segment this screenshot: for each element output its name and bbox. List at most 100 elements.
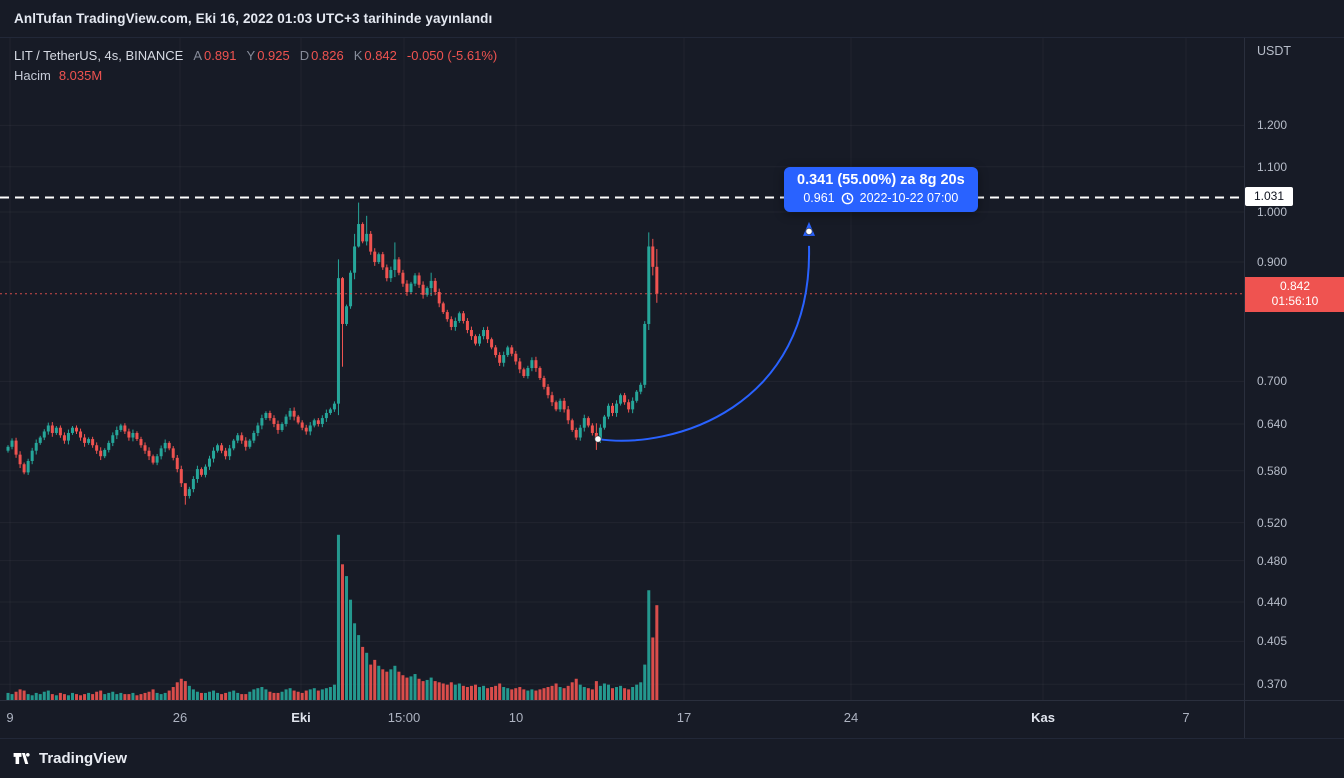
candle bbox=[324, 412, 328, 419]
volume-bar bbox=[70, 692, 74, 700]
candle bbox=[469, 330, 473, 337]
candle bbox=[494, 347, 498, 356]
volume-bar bbox=[558, 687, 562, 700]
volume-bar bbox=[526, 690, 530, 700]
candle bbox=[429, 280, 433, 289]
price-tick-label: 0.520 bbox=[1257, 515, 1288, 530]
candle bbox=[6, 446, 10, 451]
candle bbox=[655, 266, 659, 294]
tradingview-logo[interactable] bbox=[12, 749, 31, 768]
volume-bar bbox=[308, 689, 312, 700]
volume-bar bbox=[26, 694, 30, 700]
volume-bar bbox=[534, 690, 538, 700]
brand-name[interactable]: TradingView bbox=[39, 750, 128, 767]
volume-bar bbox=[590, 689, 594, 700]
candle bbox=[393, 259, 397, 271]
volume-bar bbox=[566, 685, 570, 700]
time-axis[interactable]: 9 26 Eki 15:00 10 17 24 Kas 7 bbox=[0, 700, 1344, 739]
candle bbox=[627, 402, 631, 410]
volume-bar bbox=[413, 674, 417, 700]
candle bbox=[486, 330, 490, 340]
candle bbox=[252, 432, 256, 441]
candle bbox=[284, 416, 288, 424]
volume-bar bbox=[377, 665, 381, 700]
candle bbox=[490, 339, 494, 348]
volume-bar bbox=[151, 689, 155, 700]
volume-label[interactable]: Hacim bbox=[14, 67, 51, 83]
price-axis[interactable]: USDT 1.031 0.842 01:56:10 1.200 1.100 1.00… bbox=[1244, 38, 1344, 738]
volume-bar bbox=[79, 695, 83, 700]
volume-bar bbox=[183, 681, 187, 700]
candle bbox=[212, 450, 216, 459]
candle bbox=[91, 439, 95, 446]
candle bbox=[147, 450, 151, 457]
candle bbox=[441, 303, 445, 313]
candle bbox=[280, 423, 284, 430]
volume-bar bbox=[397, 671, 401, 700]
low-key: D bbox=[299, 47, 310, 63]
time-tick-label: 10 bbox=[508, 710, 524, 725]
volume-bar bbox=[95, 691, 99, 700]
candle bbox=[195, 469, 199, 480]
alert-price-value: 1.031 bbox=[1254, 189, 1285, 204]
time-tick-label: Kas bbox=[1031, 710, 1055, 725]
volume-bar bbox=[6, 692, 10, 700]
projection-callout[interactable]: 0.341 (55.00%) za 8g 20s 0.961 2022-10-2… bbox=[784, 167, 978, 212]
candle bbox=[10, 440, 14, 447]
legend-row-volume: Hacim 8.035M bbox=[14, 65, 497, 85]
volume-bar bbox=[284, 689, 288, 700]
volume-bar bbox=[389, 669, 393, 700]
volume-bar bbox=[401, 675, 405, 700]
volume-bar bbox=[518, 687, 522, 700]
volume-bar bbox=[586, 688, 590, 700]
volume-bar bbox=[643, 664, 647, 700]
alert-price-label[interactable]: 1.031 bbox=[1245, 187, 1294, 207]
volume-bar bbox=[115, 694, 119, 700]
volume-bar bbox=[167, 690, 171, 700]
candle bbox=[175, 457, 179, 470]
projection-end-dot bbox=[805, 227, 813, 236]
candle bbox=[522, 369, 526, 377]
volume-bar bbox=[345, 576, 349, 700]
volume-bar bbox=[236, 692, 240, 700]
volume-bar bbox=[514, 688, 518, 700]
volume-bar bbox=[473, 684, 477, 700]
volume-bar bbox=[87, 692, 91, 700]
volume-bar bbox=[550, 685, 554, 700]
candle bbox=[631, 400, 635, 410]
volume-bar bbox=[554, 683, 558, 700]
candle bbox=[66, 432, 70, 441]
volume-bar bbox=[437, 682, 441, 700]
candle bbox=[30, 450, 34, 462]
candle bbox=[83, 437, 87, 443]
volume-bar bbox=[66, 695, 70, 700]
candle bbox=[502, 355, 506, 363]
candle bbox=[550, 395, 554, 403]
candle bbox=[95, 445, 99, 451]
volume-bar bbox=[546, 687, 550, 700]
price-tick-label: 0.900 bbox=[1257, 255, 1288, 270]
candle bbox=[268, 412, 272, 419]
candle bbox=[38, 437, 42, 443]
close-key: K bbox=[353, 47, 363, 63]
volume-bar bbox=[647, 590, 651, 700]
candle bbox=[445, 312, 449, 320]
candle bbox=[50, 425, 54, 433]
candle bbox=[639, 384, 643, 392]
candle bbox=[534, 360, 538, 369]
candle bbox=[518, 361, 522, 370]
candle bbox=[70, 427, 74, 433]
candle bbox=[228, 448, 232, 457]
volume-bar bbox=[10, 694, 14, 700]
candle bbox=[115, 429, 119, 436]
candle bbox=[357, 224, 361, 247]
candle bbox=[615, 403, 619, 413]
candle bbox=[159, 448, 163, 457]
symbol-title[interactable]: LIT / TetherUS, 4s, BINANCE bbox=[14, 47, 184, 63]
volume-bar bbox=[502, 687, 506, 700]
candle bbox=[397, 259, 401, 273]
volume-bar bbox=[248, 691, 252, 700]
volume-bar bbox=[627, 689, 631, 700]
candle bbox=[554, 402, 558, 410]
